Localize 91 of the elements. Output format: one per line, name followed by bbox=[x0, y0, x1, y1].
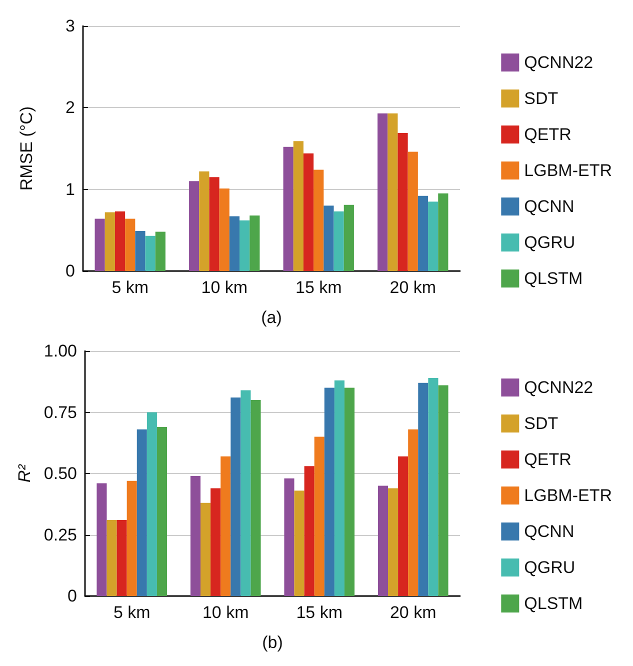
x-tick-label: 15 km bbox=[296, 603, 343, 622]
y-axis-title: R² bbox=[15, 463, 34, 482]
x-tick-label: 10 km bbox=[201, 278, 248, 297]
bar bbox=[303, 153, 314, 271]
bar bbox=[230, 398, 241, 596]
bar bbox=[200, 502, 211, 596]
bar bbox=[106, 520, 117, 596]
bar bbox=[294, 490, 304, 596]
y-tick-label: 3 bbox=[66, 16, 75, 36]
bar bbox=[125, 218, 136, 271]
legend-label: LGBM-ETR bbox=[524, 486, 612, 505]
bar bbox=[438, 193, 448, 271]
bar bbox=[114, 211, 126, 271]
bar bbox=[116, 520, 127, 596]
bar bbox=[190, 476, 201, 596]
bar bbox=[314, 170, 324, 271]
bar bbox=[146, 412, 157, 596]
bar bbox=[378, 113, 388, 271]
bar bbox=[304, 466, 314, 596]
bar bbox=[324, 388, 334, 596]
bar bbox=[155, 232, 166, 271]
legend-label: QGRU bbox=[524, 233, 576, 252]
bar bbox=[428, 202, 438, 271]
bar bbox=[104, 212, 115, 271]
legend-label: QLSTM bbox=[524, 269, 583, 288]
legend-label: QETR bbox=[524, 125, 572, 144]
bar bbox=[135, 230, 146, 271]
bar bbox=[314, 436, 324, 596]
bar bbox=[189, 181, 200, 271]
y-tick-label: 0.25 bbox=[44, 525, 77, 544]
bar bbox=[250, 215, 260, 271]
bar bbox=[398, 132, 408, 271]
x-axis-title: (a) bbox=[261, 308, 282, 327]
bar bbox=[145, 236, 156, 271]
bar bbox=[284, 478, 294, 596]
legend-label: SDT bbox=[524, 414, 558, 433]
bar bbox=[408, 152, 418, 271]
legend-label: QETR bbox=[524, 450, 572, 469]
bar bbox=[199, 171, 210, 271]
legend-label: QCNN22 bbox=[524, 378, 594, 397]
bar bbox=[344, 204, 354, 271]
bar bbox=[209, 177, 220, 271]
y-tick-label: 2 bbox=[66, 98, 75, 118]
legend-label: QCNN22 bbox=[524, 53, 594, 72]
y-tick-label: 0.50 bbox=[44, 464, 77, 483]
bar bbox=[388, 113, 398, 271]
x-tick-label: 20 km bbox=[390, 278, 436, 297]
bar bbox=[220, 456, 231, 596]
bar bbox=[378, 486, 388, 596]
bar bbox=[250, 400, 261, 596]
bar bbox=[408, 429, 418, 596]
y-axis-title: RMSE (°C) bbox=[17, 106, 36, 191]
bar bbox=[324, 206, 334, 271]
bar bbox=[428, 378, 438, 596]
legend-label: QGRU bbox=[524, 558, 576, 577]
bar bbox=[388, 488, 398, 596]
y-tick-label: 1.00 bbox=[44, 342, 77, 360]
bar bbox=[438, 385, 448, 596]
legend-label: QLSTM bbox=[524, 594, 583, 613]
x-tick-label: 20 km bbox=[390, 603, 436, 622]
bar bbox=[334, 380, 344, 596]
bar bbox=[96, 483, 107, 596]
bar bbox=[94, 218, 105, 271]
legend-label: SDT bbox=[524, 89, 558, 108]
y-tick-label: 0 bbox=[66, 262, 75, 280]
bar bbox=[136, 429, 147, 596]
legend-label: LGBM-ETR bbox=[524, 161, 612, 180]
y-tick-label: 0 bbox=[68, 586, 77, 606]
bar bbox=[240, 220, 250, 271]
bar bbox=[210, 488, 221, 596]
bar bbox=[126, 480, 137, 596]
bar bbox=[156, 426, 168, 596]
bar bbox=[344, 388, 355, 596]
bar bbox=[283, 146, 294, 271]
bar bbox=[418, 382, 428, 596]
bar bbox=[398, 456, 408, 596]
bar bbox=[293, 141, 304, 271]
y-tick-label: 1 bbox=[66, 180, 75, 199]
bar bbox=[240, 390, 251, 596]
x-tick-label: 15 km bbox=[295, 278, 342, 297]
y-tick-label: 0.75 bbox=[44, 402, 77, 422]
legend-label: QCNN bbox=[524, 522, 574, 541]
x-tick-label: 5 km bbox=[113, 603, 150, 622]
x-axis-title: (b) bbox=[262, 633, 283, 652]
bar bbox=[229, 216, 240, 271]
bar bbox=[219, 188, 230, 271]
x-tick-label: 5 km bbox=[112, 278, 149, 297]
bar bbox=[334, 211, 344, 271]
x-tick-label: 10 km bbox=[202, 603, 249, 622]
bar bbox=[418, 196, 428, 271]
legend-label: QCNN bbox=[524, 197, 574, 216]
